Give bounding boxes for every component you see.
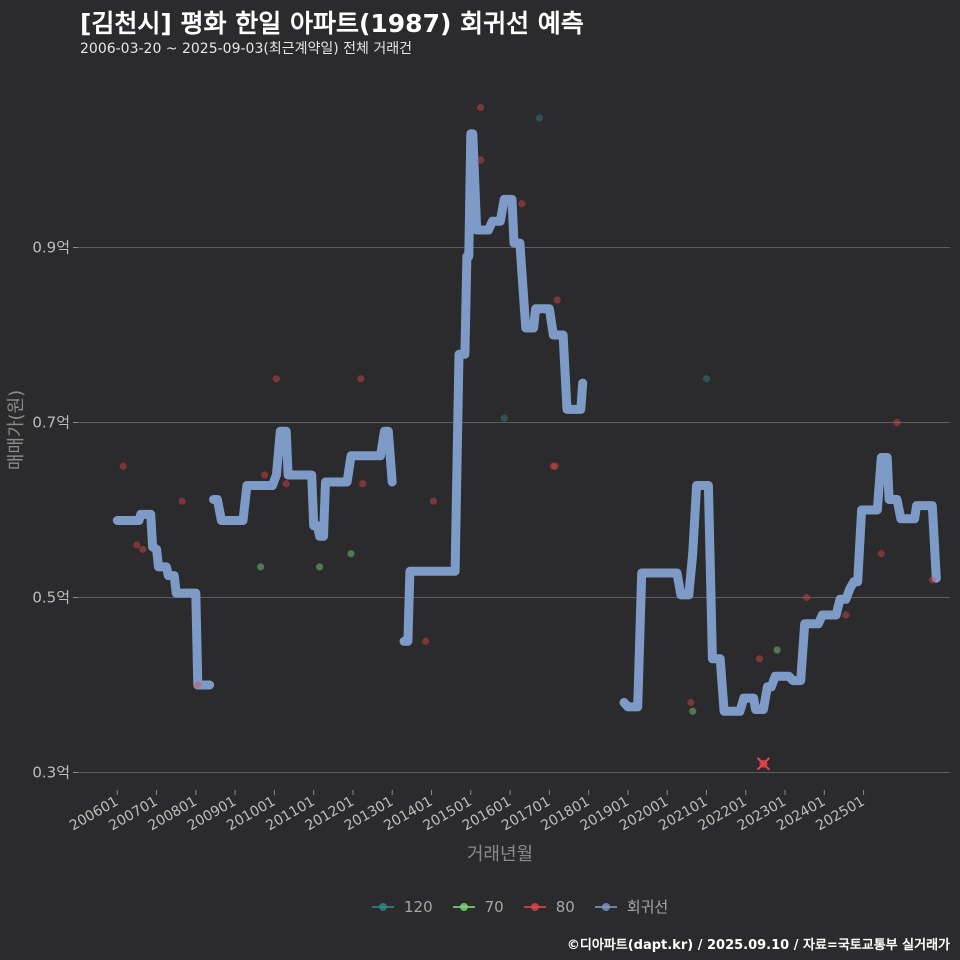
legend-item-120: 120 — [370, 897, 433, 917]
regression-line-segment — [112, 509, 215, 690]
x-axis-label: 거래년월 — [466, 844, 534, 865]
data-point-120 — [535, 114, 544, 122]
data-point-70 — [257, 563, 265, 571]
legend-label: 회귀선 — [626, 898, 669, 916]
data-point-80 — [282, 480, 290, 488]
y-tick-label: 0.9억 — [32, 239, 70, 257]
data-point-80 — [928, 576, 936, 584]
regression-line-segment — [399, 129, 588, 646]
data-point-80 — [755, 655, 764, 663]
legend-key-80 — [522, 897, 548, 917]
data-point-70 — [689, 707, 697, 715]
data-point-70 — [315, 563, 324, 571]
data-point-80 — [133, 541, 141, 549]
y-tick-labels: 0.3억 0.5억 0.7억 0.9억 — [32, 239, 70, 782]
data-point-80 — [178, 497, 186, 505]
data-point-120 — [702, 375, 711, 383]
data-point-80 — [553, 296, 561, 304]
data-point-120 — [500, 414, 508, 422]
legend-item-regression: 회귀선 — [593, 896, 668, 917]
data-point-80 — [687, 698, 695, 707]
data-point-80 — [119, 462, 127, 470]
legend-key-regression — [593, 897, 619, 917]
grid-lines — [73, 247, 950, 795]
data-point-80 — [260, 471, 269, 479]
data-point-80 — [893, 418, 901, 427]
y-tick-label: 0.3억 — [32, 764, 70, 782]
data-point-80 — [272, 375, 280, 383]
data-point-80 — [422, 637, 430, 645]
data-point-70 — [347, 550, 355, 558]
legend-key-70 — [451, 897, 477, 917]
data-point-80 — [194, 681, 202, 689]
x-tick-labels: 2006012007012008012009012010012011012012… — [67, 794, 868, 835]
data-point-80 — [518, 200, 526, 208]
y-tick-label: 0.5억 — [32, 589, 70, 607]
y-tick-label: 0.7억 — [32, 414, 70, 432]
scatter-points-group — [119, 103, 936, 715]
data-point-80 — [359, 480, 367, 488]
regression-line-segment — [209, 426, 397, 541]
data-point-80 — [477, 156, 485, 164]
data-point-80 — [877, 550, 885, 558]
annotation-group — [756, 757, 771, 771]
regression-line-segment — [619, 453, 941, 716]
regression-line-group — [112, 129, 941, 716]
data-point-80 — [842, 611, 850, 619]
data-point-80 — [429, 497, 438, 505]
y-axis-label: 매매가(원) — [6, 389, 27, 471]
data-point-80 — [551, 462, 559, 470]
data-point-80 — [549, 462, 557, 470]
legend-label: 120 — [404, 897, 433, 916]
cross-mark — [756, 757, 771, 771]
data-point-80 — [357, 375, 365, 383]
legend-label: 80 — [555, 897, 575, 916]
data-point-80 — [477, 103, 485, 112]
data-point-80 — [803, 593, 811, 602]
legend-label: 70 — [484, 897, 504, 916]
chart-title: [김천시] 평화 한일 아파트(1987) 회귀선 예측 — [80, 9, 584, 38]
legend: 120 70 80 회귀선 — [370, 896, 686, 917]
chart-subtitle: 2006-03-20 ~ 2025-09-03(최근계약일) 전체 거래건 — [80, 41, 412, 57]
legend-item-80: 80 — [522, 897, 575, 917]
source-caption: ©디아파트(dapt.kr) / 2025.09.10 / 자료=국토교통부 실… — [566, 938, 950, 953]
data-point-70 — [773, 646, 781, 654]
legend-key-120 — [370, 897, 396, 917]
data-point-80 — [139, 545, 147, 553]
legend-item-70: 70 — [451, 897, 504, 917]
